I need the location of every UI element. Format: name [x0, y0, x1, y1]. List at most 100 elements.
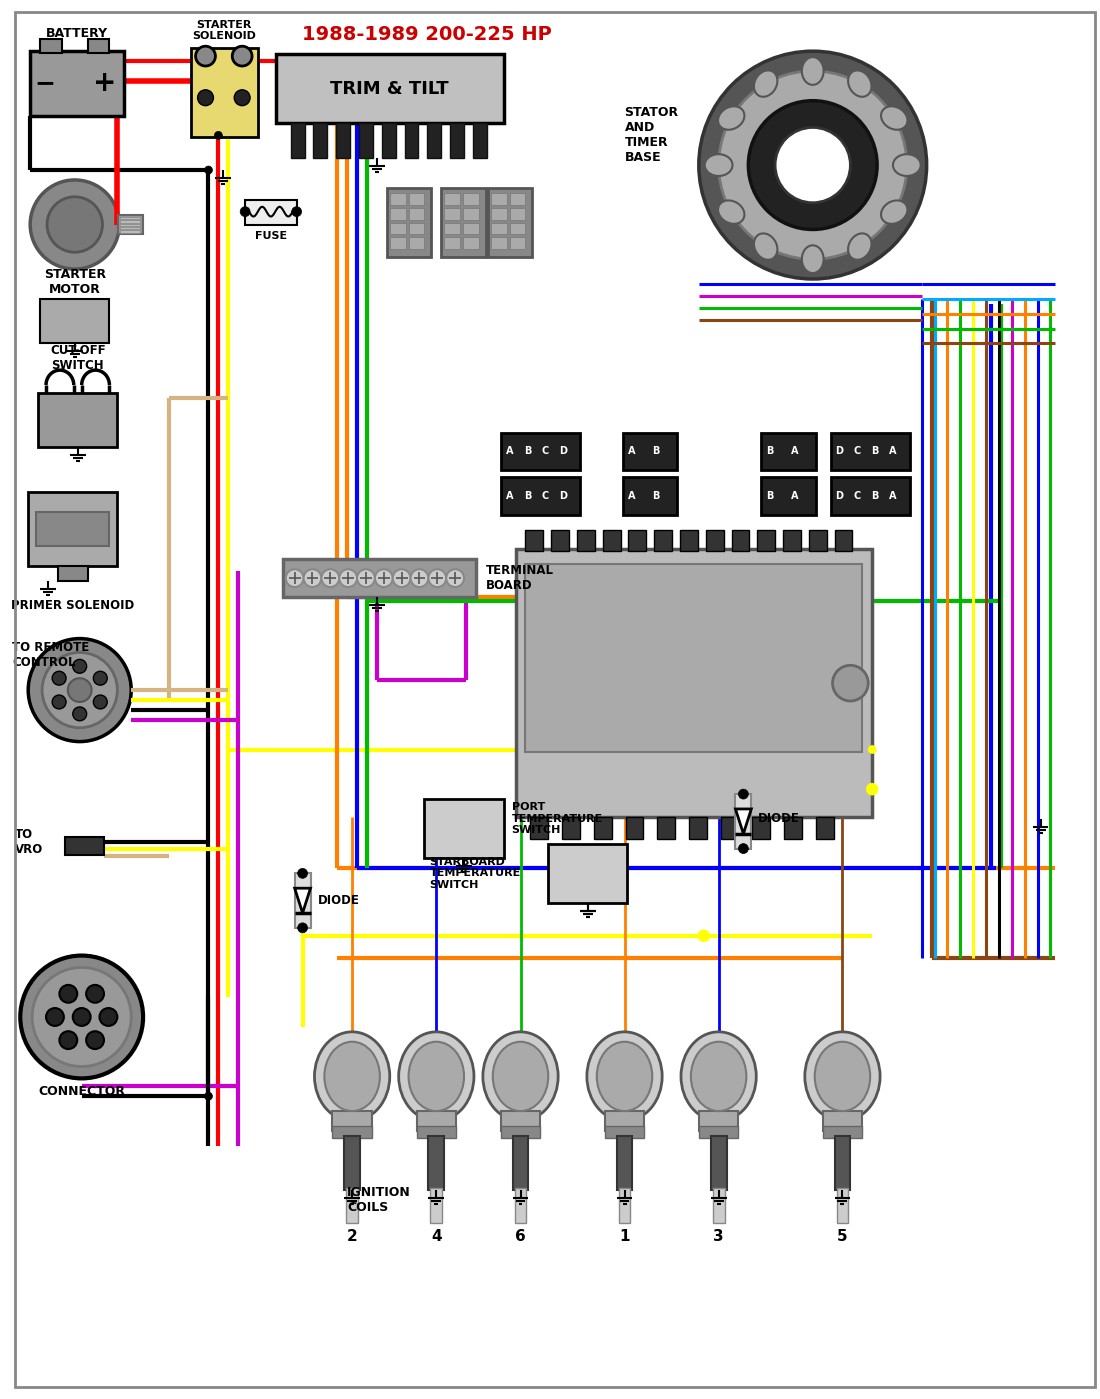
Bar	[346, 1188, 359, 1223]
Circle shape	[29, 638, 131, 741]
Ellipse shape	[408, 1042, 464, 1111]
Circle shape	[868, 746, 876, 754]
Text: A: A	[791, 446, 799, 456]
Circle shape	[205, 166, 212, 173]
Text: A: A	[628, 446, 635, 456]
Bar	[444, 207, 460, 220]
Bar	[30, 52, 124, 116]
Text: CONNECTOR: CONNECTOR	[39, 1084, 125, 1098]
Text: A: A	[628, 491, 635, 501]
Circle shape	[99, 1009, 118, 1025]
Bar	[491, 238, 507, 249]
Bar	[408, 193, 425, 204]
Bar	[417, 1111, 456, 1130]
Circle shape	[428, 569, 447, 588]
Text: C: C	[541, 491, 549, 501]
Bar	[605, 1111, 645, 1130]
Bar	[836, 1188, 848, 1223]
Bar	[408, 207, 425, 220]
Ellipse shape	[881, 200, 907, 224]
Bar	[605, 1126, 645, 1137]
Ellipse shape	[705, 154, 733, 176]
Circle shape	[748, 101, 877, 229]
Bar	[830, 432, 910, 470]
Circle shape	[42, 652, 118, 727]
Text: B: B	[524, 491, 531, 501]
Bar	[245, 200, 297, 224]
Circle shape	[240, 207, 250, 217]
Bar	[736, 795, 751, 849]
Bar	[314, 123, 328, 158]
Circle shape	[339, 569, 358, 588]
Text: STARBOARD
TEMPERATURE
SWITCH: STARBOARD TEMPERATURE SWITCH	[429, 856, 520, 890]
Text: DIODE: DIODE	[758, 813, 800, 825]
Bar	[39, 393, 118, 448]
Polygon shape	[736, 809, 751, 834]
Bar	[290, 123, 305, 158]
Bar	[500, 477, 580, 515]
Circle shape	[73, 706, 87, 720]
Circle shape	[698, 52, 926, 278]
Bar	[463, 193, 478, 204]
Bar	[698, 1111, 738, 1130]
Ellipse shape	[802, 245, 824, 273]
Ellipse shape	[848, 234, 871, 260]
Text: STARTER
MOTOR: STARTER MOTOR	[44, 269, 106, 297]
Bar	[713, 1188, 725, 1223]
Text: 4: 4	[431, 1230, 441, 1244]
Ellipse shape	[848, 70, 871, 97]
Ellipse shape	[754, 234, 778, 260]
Bar	[29, 492, 118, 567]
Circle shape	[59, 1031, 77, 1049]
Bar	[283, 560, 476, 597]
Bar	[711, 1136, 727, 1191]
Ellipse shape	[881, 106, 907, 130]
Bar	[389, 238, 406, 249]
Ellipse shape	[718, 106, 745, 130]
Text: D: D	[836, 491, 844, 501]
Ellipse shape	[691, 1042, 747, 1111]
Bar	[444, 222, 460, 235]
Circle shape	[286, 569, 304, 588]
Text: D: D	[559, 491, 568, 501]
Bar	[408, 222, 425, 235]
Circle shape	[447, 569, 464, 588]
Bar	[295, 873, 310, 928]
Circle shape	[46, 1009, 64, 1025]
Circle shape	[738, 844, 748, 853]
Bar	[344, 1136, 360, 1191]
Circle shape	[47, 197, 102, 252]
Bar	[835, 1136, 850, 1191]
Bar	[36, 512, 109, 547]
Bar	[487, 187, 532, 257]
Circle shape	[198, 90, 213, 106]
Bar	[444, 238, 460, 249]
Bar	[417, 1126, 456, 1137]
Text: C: C	[854, 446, 861, 456]
Polygon shape	[295, 888, 310, 914]
Bar	[680, 530, 697, 551]
Bar	[430, 1188, 442, 1223]
Text: B: B	[767, 491, 773, 501]
Bar	[509, 207, 526, 220]
Bar	[120, 220, 140, 222]
Text: B: B	[767, 446, 773, 456]
Bar	[389, 193, 406, 204]
Circle shape	[232, 46, 252, 66]
Text: A: A	[506, 446, 514, 456]
Circle shape	[73, 659, 87, 673]
Circle shape	[86, 985, 104, 1003]
Bar	[761, 477, 816, 515]
Bar	[473, 123, 487, 158]
Bar	[491, 222, 507, 235]
Bar	[509, 222, 526, 235]
Bar	[808, 530, 826, 551]
Bar	[515, 1188, 527, 1223]
Circle shape	[234, 90, 250, 106]
Bar	[337, 123, 350, 158]
Circle shape	[321, 569, 339, 588]
Circle shape	[30, 180, 119, 269]
Text: D: D	[559, 446, 568, 456]
Bar	[830, 477, 910, 515]
Bar	[444, 193, 460, 204]
